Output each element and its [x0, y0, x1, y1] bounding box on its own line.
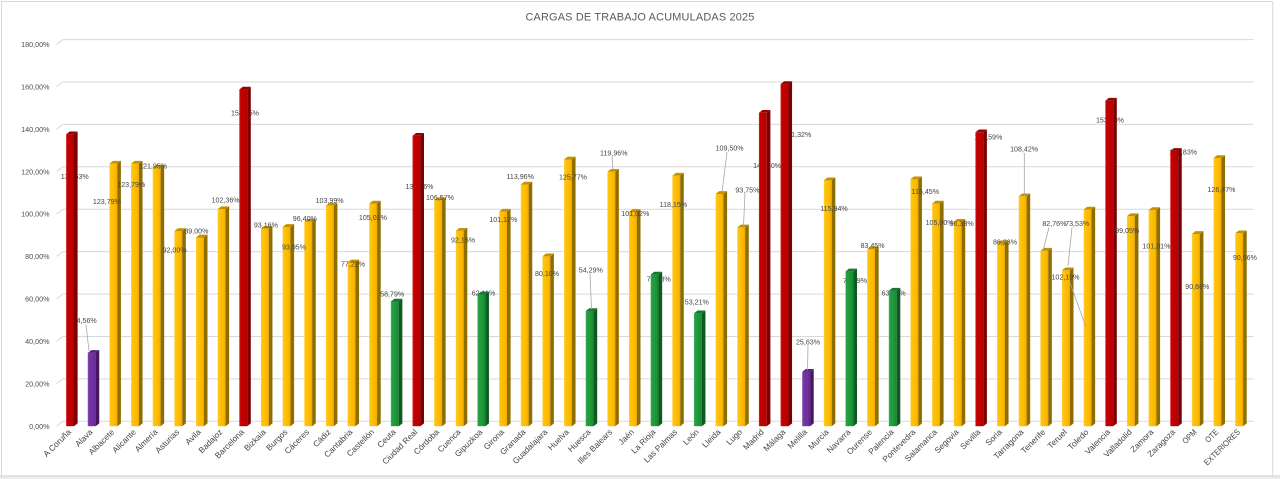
svg-text:20,00%: 20,00% — [25, 379, 50, 388]
svg-text:80,00%: 80,00% — [25, 252, 50, 261]
svg-text:80,10%: 80,10% — [535, 270, 560, 278]
svg-text:101,17%: 101,17% — [489, 216, 518, 224]
svg-text:93,95%: 93,95% — [282, 243, 307, 251]
svg-text:161,32%: 161,32% — [783, 131, 812, 139]
svg-text:103,99%: 103,99% — [316, 197, 345, 205]
svg-text:160,00%: 160,00% — [21, 83, 50, 92]
svg-text:96,38%: 96,38% — [950, 220, 975, 228]
svg-text:90,96%: 90,96% — [1233, 254, 1258, 262]
svg-text:CARGAS DE TRABAJO ACUMULADAS 2: CARGAS DE TRABAJO ACUMULADAS 2025 — [525, 12, 754, 24]
svg-text:89,00%: 89,00% — [184, 227, 209, 235]
svg-text:108,42%: 108,42% — [1010, 146, 1039, 154]
svg-text:53,21%: 53,21% — [685, 298, 710, 306]
svg-text:105,00%: 105,00% — [926, 219, 955, 227]
svg-text:93,16%: 93,16% — [254, 222, 279, 230]
svg-text:140,00%: 140,00% — [21, 125, 50, 134]
svg-text:121,95%: 121,95% — [139, 162, 168, 170]
svg-text:101,91%: 101,91% — [1142, 243, 1171, 251]
svg-text:0,00%: 0,00% — [29, 422, 50, 431]
svg-text:40,00%: 40,00% — [25, 337, 50, 346]
svg-text:92,15%: 92,15% — [451, 237, 476, 245]
svg-text:126,47%: 126,47% — [1207, 186, 1236, 194]
svg-text:92,00%: 92,00% — [163, 247, 188, 255]
svg-text:100,00%: 100,00% — [21, 210, 50, 219]
svg-text:123,79%: 123,79% — [93, 198, 122, 206]
svg-text:123,79%: 123,79% — [117, 181, 146, 189]
svg-text:118,15%: 118,15% — [660, 201, 688, 209]
svg-text:180,00%: 180,00% — [21, 40, 50, 49]
svg-text:82,76%: 82,76% — [1042, 220, 1067, 228]
svg-text:25,63%: 25,63% — [796, 339, 821, 347]
svg-text:115,94%: 115,94% — [820, 205, 848, 213]
svg-text:109,50%: 109,50% — [716, 145, 745, 153]
svg-text:101,02%: 101,02% — [621, 210, 650, 218]
svg-text:106,57%: 106,57% — [426, 194, 455, 202]
svg-text:60,00%: 60,00% — [25, 295, 50, 304]
svg-text:77,22%: 77,22% — [341, 261, 366, 269]
svg-text:86,23%: 86,23% — [993, 239, 1018, 247]
svg-text:125,77%: 125,77% — [559, 173, 588, 181]
svg-text:54,29%: 54,29% — [579, 267, 604, 275]
svg-text:58,79%: 58,79% — [380, 290, 405, 298]
svg-text:34,56%: 34,56% — [73, 317, 98, 325]
svg-text:116,45%: 116,45% — [912, 188, 940, 196]
svg-text:102,36%: 102,36% — [212, 197, 241, 205]
svg-text:83,45%: 83,45% — [860, 242, 885, 250]
svg-text:93,75%: 93,75% — [735, 186, 760, 194]
svg-text:99,05%: 99,05% — [1115, 227, 1140, 235]
svg-text:120,00%: 120,00% — [21, 167, 50, 176]
svg-text:129,83%: 129,83% — [1169, 149, 1198, 157]
svg-text:73,53%: 73,53% — [1065, 220, 1090, 228]
svg-text:105,01%: 105,01% — [359, 214, 388, 222]
svg-text:96,40%: 96,40% — [293, 215, 318, 223]
svg-text:119,96%: 119,96% — [600, 149, 628, 157]
svg-text:102,19%: 102,19% — [1051, 273, 1080, 281]
svg-text:138,59%: 138,59% — [974, 134, 1003, 142]
svg-text:90,66%: 90,66% — [1185, 283, 1210, 291]
svg-text:113,96%: 113,96% — [506, 173, 534, 181]
